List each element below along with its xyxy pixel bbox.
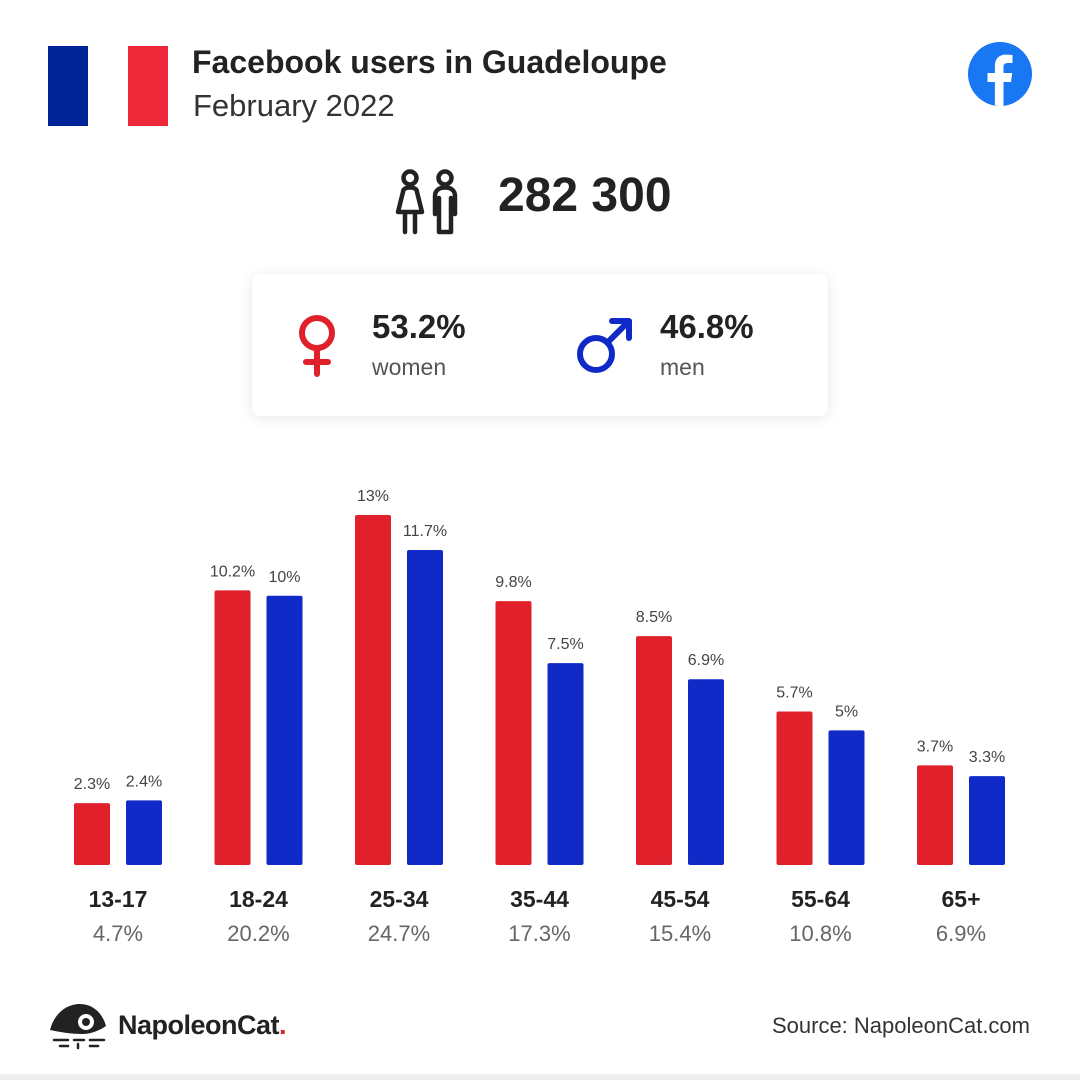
female-symbol-icon bbox=[299, 315, 335, 377]
facebook-icon bbox=[968, 42, 1032, 106]
women-label: women bbox=[372, 354, 447, 380]
category-total-label: 20.2% bbox=[227, 921, 289, 946]
bar-women-18-24 bbox=[214, 590, 251, 865]
men-percentage: 46.8% bbox=[660, 308, 754, 345]
bar-value-label: 7.5% bbox=[547, 636, 583, 653]
bar-value-label: 11.7% bbox=[403, 523, 447, 540]
category-label: 25-34 bbox=[370, 886, 429, 912]
category-total-label: 4.7% bbox=[93, 921, 143, 946]
age-gender-bar-chart: 2.3% 2.4% 13-17 4.7% 10.2% 10% 18-24 20.2% 13% 11… bbox=[74, 488, 1005, 946]
flag-stripe bbox=[88, 46, 128, 126]
bottom-strip bbox=[0, 1074, 1080, 1080]
page-subtitle: February 2022 bbox=[193, 88, 395, 123]
category-label: 13-17 bbox=[89, 886, 148, 912]
category-total-label: 24.7% bbox=[368, 921, 430, 946]
bar-men-55-64 bbox=[828, 730, 865, 865]
bar-value-label: 9.8% bbox=[495, 574, 531, 591]
bar-women-65+ bbox=[917, 765, 953, 865]
bar-men-35-44 bbox=[547, 663, 584, 865]
flag-stripe bbox=[48, 46, 88, 126]
category-total-label: 10.8% bbox=[789, 921, 851, 946]
bar-women-25-34 bbox=[355, 515, 391, 865]
total-users: 282 300 bbox=[498, 169, 672, 222]
bar-value-label: 5.7% bbox=[776, 685, 812, 702]
bar-value-label: 2.4% bbox=[126, 773, 162, 790]
brand-name: NapoleonCat. bbox=[118, 1010, 287, 1040]
bar-men-45-54 bbox=[688, 679, 724, 865]
category-label: 45-54 bbox=[651, 886, 710, 912]
country-flag bbox=[48, 46, 168, 126]
bar-value-label: 8.5% bbox=[636, 609, 672, 626]
bar-value-label: 2.3% bbox=[74, 776, 110, 793]
bar-men-65+ bbox=[969, 776, 1005, 865]
bar-women-35-44 bbox=[495, 601, 532, 865]
bar-value-label: 10% bbox=[268, 569, 300, 586]
category-label: 55-64 bbox=[791, 886, 850, 912]
women-percentage: 53.2% bbox=[372, 308, 466, 345]
bar-men-13-17 bbox=[126, 800, 162, 865]
users-icon bbox=[395, 169, 458, 235]
flag-stripe bbox=[128, 46, 168, 126]
napoleoncat-icon bbox=[50, 1004, 106, 1050]
category-label: 35-44 bbox=[510, 886, 569, 912]
bar-women-45-54 bbox=[636, 636, 672, 865]
bar-women-55-64 bbox=[776, 711, 813, 865]
category-total-label: 15.4% bbox=[649, 921, 711, 946]
male-symbol-icon bbox=[577, 318, 632, 373]
bar-men-18-24 bbox=[266, 595, 303, 865]
source-credit: Source: NapoleonCat.com bbox=[771, 1013, 1030, 1038]
bar-value-label: 5% bbox=[835, 703, 858, 720]
category-total-label: 6.9% bbox=[936, 921, 986, 946]
category-label: 65+ bbox=[941, 886, 980, 912]
category-label: 18-24 bbox=[229, 886, 288, 912]
gender-card: 53.2% women 46.8% men bbox=[252, 274, 828, 416]
category-total-label: 17.3% bbox=[508, 921, 570, 946]
bar-value-label: 3.3% bbox=[969, 749, 1005, 766]
page-title: Facebook users in Guadeloupe bbox=[192, 44, 667, 80]
men-label: men bbox=[660, 354, 705, 380]
bar-men-25-34 bbox=[407, 550, 443, 865]
bar-value-label: 3.7% bbox=[917, 738, 953, 755]
bar-value-label: 6.9% bbox=[688, 652, 724, 669]
bar-value-label: 13% bbox=[357, 488, 389, 505]
bar-value-label: 10.2% bbox=[210, 563, 255, 580]
bar-women-13-17 bbox=[74, 803, 110, 865]
